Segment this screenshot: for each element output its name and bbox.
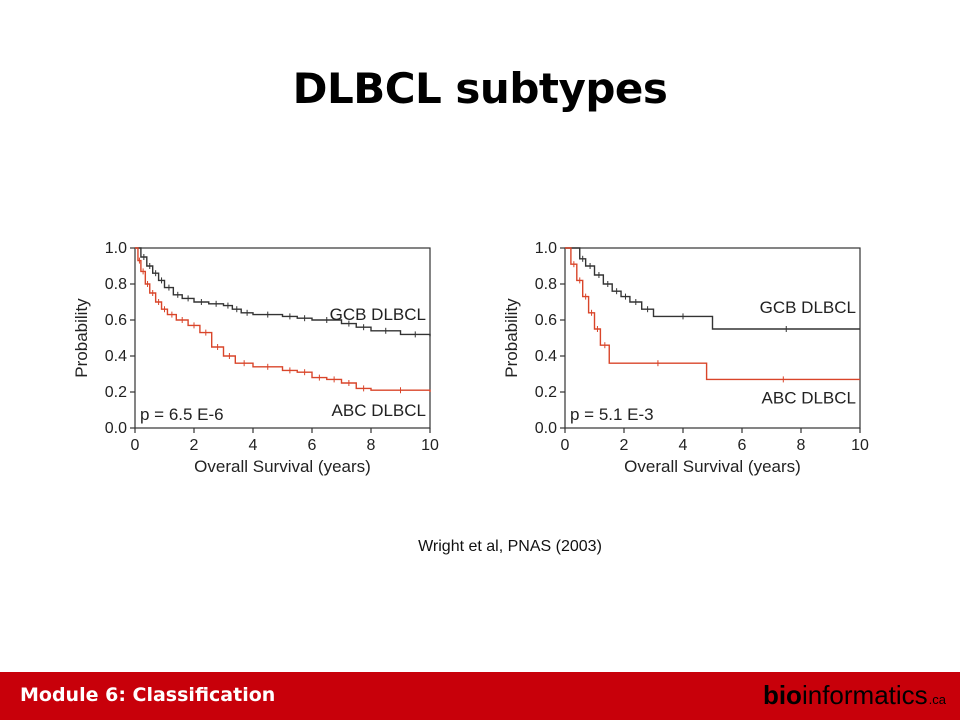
y-tick-label: 0.8	[105, 276, 127, 293]
x-tick-label: 8	[367, 437, 376, 454]
plot-frame	[564, 247, 861, 429]
series-label-abc: ABC DLBCL	[332, 401, 426, 420]
y-tick-label: 0.6	[535, 312, 557, 329]
brand-logo: bioinformatics.ca	[763, 680, 946, 711]
x-tick-label: 0	[561, 437, 570, 454]
x-tick-label: 8	[797, 437, 806, 454]
x-tick-label: 2	[620, 437, 629, 454]
brand-logo-tld: .ca	[928, 692, 946, 707]
slide-title: DLBCL subtypes	[292, 64, 668, 113]
y-tick-label: 0.2	[105, 384, 127, 401]
y-tick-label: 0.0	[105, 420, 127, 437]
x-axis-label: Overall Survival (years)	[624, 457, 801, 476]
module-label: Module 6: Classification	[20, 684, 276, 706]
p-value-annotation: p = 6.5 E-6	[140, 405, 224, 424]
survival-chart-right: 0 2 4 6 8 10 0.0 0.2 0.4 0.6 0.8 1.0 Overall Surviva…	[502, 240, 869, 476]
y-tick-label: 0.6	[105, 312, 127, 329]
x-axis-label: Overall Survival (years)	[194, 457, 371, 476]
x-tick-label: 6	[308, 437, 317, 454]
x-tick-label: 10	[421, 437, 439, 454]
y-tick-label: 0.4	[535, 348, 557, 365]
y-tick-label: 1.0	[535, 240, 557, 257]
y-tick-label: 0.0	[535, 420, 557, 437]
x-tick-label: 4	[679, 437, 688, 454]
x-tick-label: 4	[249, 437, 258, 454]
brand-logo-bio: bio	[762, 680, 802, 710]
series-label-abc: ABC DLBCL	[762, 388, 856, 407]
series-line-gcb	[135, 247, 431, 337]
x-tick-label: 10	[851, 437, 869, 454]
y-tick-label: 1.0	[105, 240, 127, 257]
series-label-gcb: GCB DLBCL	[760, 298, 856, 317]
plot-frame	[134, 247, 431, 429]
y-axis-label: Probability	[72, 298, 91, 378]
footer-bar: Module 6: Classification bioinformatics.…	[0, 672, 960, 720]
series-line-abc	[135, 247, 431, 392]
x-tick-label: 6	[738, 437, 747, 454]
survival-chart-left: 0 2 4 6 8 10 0.0 0.2 0.4 0.6 0.8 1.0 Overall Surviva…	[72, 240, 439, 476]
x-tick-label: 0	[131, 437, 140, 454]
y-tick-label: 0.2	[535, 384, 557, 401]
x-tick-label: 2	[190, 437, 199, 454]
y-tick-label: 0.8	[535, 276, 557, 293]
p-value-annotation: p = 5.1 E-3	[570, 405, 654, 424]
y-axis-label: Probability	[502, 298, 521, 378]
brand-logo-informatics: informatics	[801, 680, 928, 710]
citation-text: Wright et al, PNAS (2003)	[418, 538, 602, 555]
y-tick-label: 0.4	[105, 348, 127, 365]
series-label-gcb: GCB DLBCL	[330, 305, 426, 324]
